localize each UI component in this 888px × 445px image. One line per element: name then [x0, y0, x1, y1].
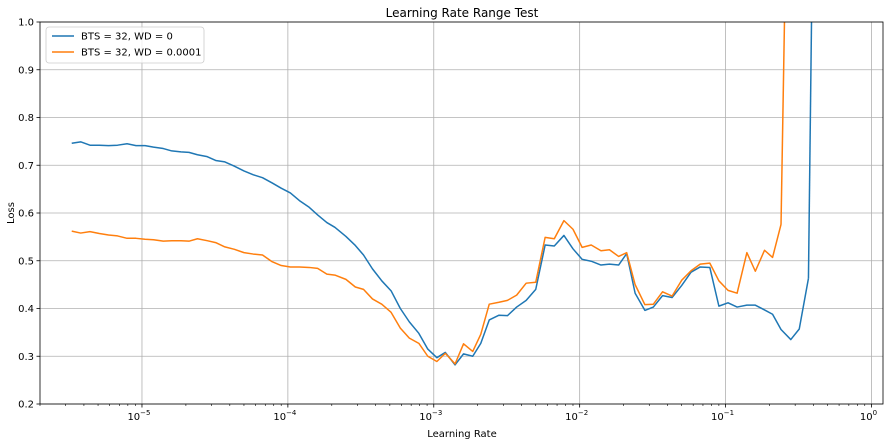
y-tick-label: 0.7	[18, 161, 34, 172]
x-tick-label: 10−4	[273, 409, 297, 423]
x-tick-label: 100	[860, 409, 877, 423]
x-axis-label: Learning Rate	[427, 429, 497, 440]
legend-label-series-1: BTS = 32, WD = 0	[81, 32, 173, 43]
y-tick-label: 0.6	[18, 209, 34, 220]
series-line-2	[71, 219, 782, 365]
chart-title: Learning Rate Range Test	[386, 6, 539, 20]
y-axis-label: Loss	[6, 202, 17, 224]
x-tick-label: 10−3	[419, 409, 442, 423]
series-line-3	[780, 22, 786, 225]
legend: BTS = 32, WD = 0 BTS = 32, WD = 0.0001	[45, 26, 205, 64]
series-lines	[71, 22, 813, 366]
series-line-1	[71, 141, 810, 366]
x-tick-label: 10−5	[127, 409, 150, 423]
legend-box	[45, 26, 205, 64]
y-tick-label: 0.5	[18, 256, 34, 267]
series-line-4	[807, 22, 813, 279]
grid-lines	[40, 21, 883, 405]
y-axis-ticks: 0.2 0.3 0.4 0.5 0.6 0.7 0.8 0.9 1.0	[18, 18, 40, 411]
y-tick-label: 0.4	[18, 304, 34, 315]
y-tick-label: 0.3	[18, 352, 34, 363]
x-tick-label: 10−1	[711, 409, 734, 423]
legend-label-series-2: BTS = 32, WD = 0.0001	[81, 48, 201, 59]
y-tick-label: 1.0	[18, 18, 34, 29]
x-axis-ticks: 10−5 10−4 10−3 10−2 10−1 100	[39, 404, 877, 423]
y-tick-label: 0.2	[18, 400, 34, 411]
y-tick-label: 0.9	[18, 65, 34, 76]
x-tick-label: 10−2	[565, 409, 588, 423]
y-tick-label: 0.8	[18, 113, 34, 124]
